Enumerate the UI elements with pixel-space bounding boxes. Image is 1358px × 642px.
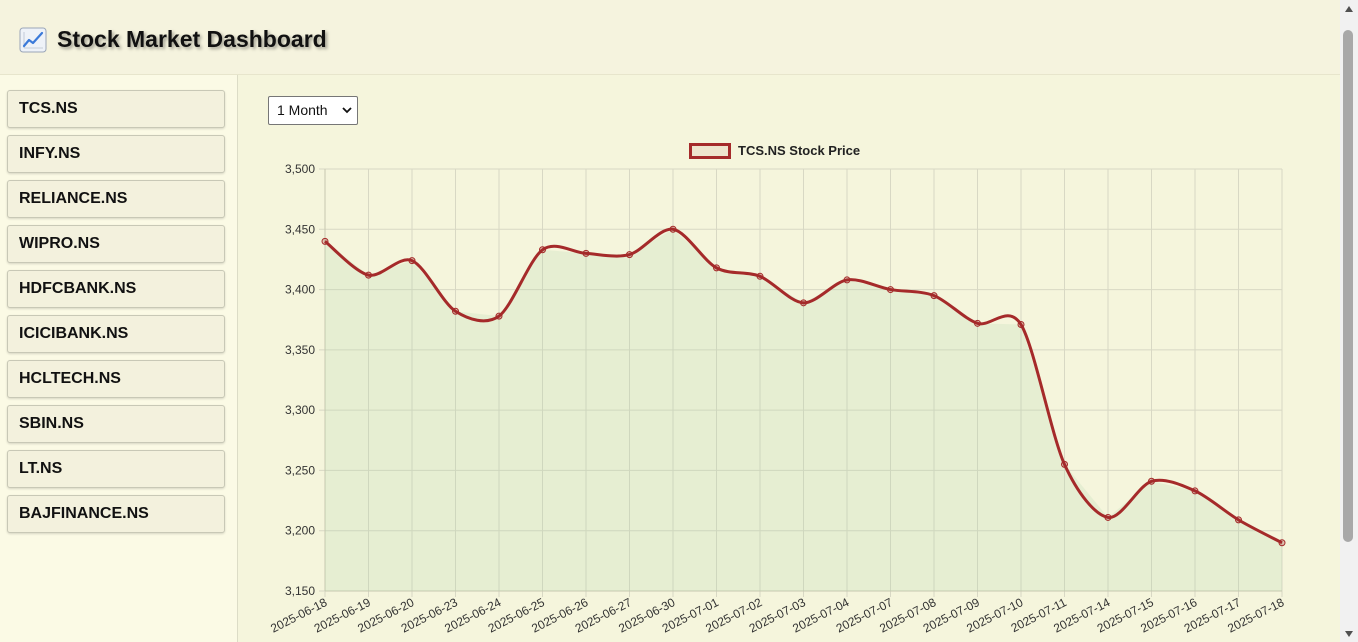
data-point[interactable]: [669, 225, 677, 233]
vertical-scrollbar[interactable]: [1340, 0, 1358, 642]
series-line: [324, 227, 1283, 545]
data-point[interactable]: [321, 237, 329, 245]
chart-increasing-icon: [19, 27, 47, 53]
y-tick-label: 3,150: [285, 584, 315, 598]
data-point[interactable]: [843, 276, 851, 284]
data-point[interactable]: [408, 257, 416, 265]
data-point[interactable]: [539, 246, 546, 254]
stock-button-bajfinance[interactable]: BAJFINANCE.NS: [7, 495, 225, 533]
page-title: Stock Market Dashboard: [57, 26, 327, 52]
data-point[interactable]: [626, 251, 633, 259]
scroll-down-icon[interactable]: [1344, 630, 1354, 638]
time-range-select[interactable]: 1 Month: [268, 96, 358, 125]
stock-button-lt[interactable]: LT.NS: [7, 450, 225, 488]
data-point[interactable]: [1148, 477, 1155, 485]
data-point[interactable]: [1017, 321, 1025, 329]
y-tick-label: 3,200: [285, 524, 315, 538]
stock-button-hcltech[interactable]: HCLTECH.NS: [7, 360, 225, 398]
data-point[interactable]: [713, 264, 720, 272]
data-point[interactable]: [582, 249, 590, 257]
y-tick-label: 3,400: [285, 283, 315, 297]
header: Stock Market Dashboard: [0, 0, 1340, 75]
series-area: [325, 229, 1282, 592]
data-point[interactable]: [1278, 539, 1286, 547]
data-point[interactable]: [887, 286, 894, 294]
y-tick-label: 3,450: [285, 222, 315, 236]
data-point[interactable]: [1235, 516, 1242, 524]
scroll-up-icon[interactable]: [1344, 5, 1354, 13]
y-tick-label: 3,350: [285, 343, 315, 357]
data-point[interactable]: [756, 272, 764, 280]
sidebar: TCS.NS INFY.NS RELIANCE.NS WIPRO.NS HDFC…: [0, 75, 238, 642]
scrollbar-thumb[interactable]: [1343, 30, 1353, 542]
stock-button-icicibank[interactable]: ICICIBANK.NS: [7, 315, 225, 353]
stock-button-wipro[interactable]: WIPRO.NS: [7, 225, 225, 263]
data-point[interactable]: [800, 299, 807, 307]
data-point[interactable]: [365, 271, 372, 279]
chevron-down-icon: [342, 107, 352, 114]
y-tick-label: 3,500: [285, 162, 315, 176]
stock-button-hdfcbank[interactable]: HDFCBANK.NS: [7, 270, 225, 308]
legend-label[interactable]: TCS.NS Stock Price: [738, 143, 861, 158]
time-range-value: 1 Month: [277, 102, 328, 118]
stock-button-tcs[interactable]: TCS.NS: [7, 90, 225, 128]
y-tick-label: 3,250: [285, 463, 315, 477]
stock-button-sbin[interactable]: SBIN.NS: [7, 405, 225, 443]
data-point[interactable]: [974, 319, 981, 327]
stock-button-infy[interactable]: INFY.NS: [7, 135, 225, 173]
data-point[interactable]: [1061, 460, 1068, 468]
data-point[interactable]: [930, 292, 938, 300]
stock-button-reliance[interactable]: RELIANCE.NS: [7, 180, 225, 218]
y-tick-label: 3,300: [285, 403, 315, 417]
data-point[interactable]: [1104, 513, 1112, 521]
data-point[interactable]: [1191, 487, 1199, 495]
data-point[interactable]: [452, 307, 459, 315]
legend-swatch[interactable]: [689, 143, 731, 159]
data-point[interactable]: [495, 312, 503, 320]
